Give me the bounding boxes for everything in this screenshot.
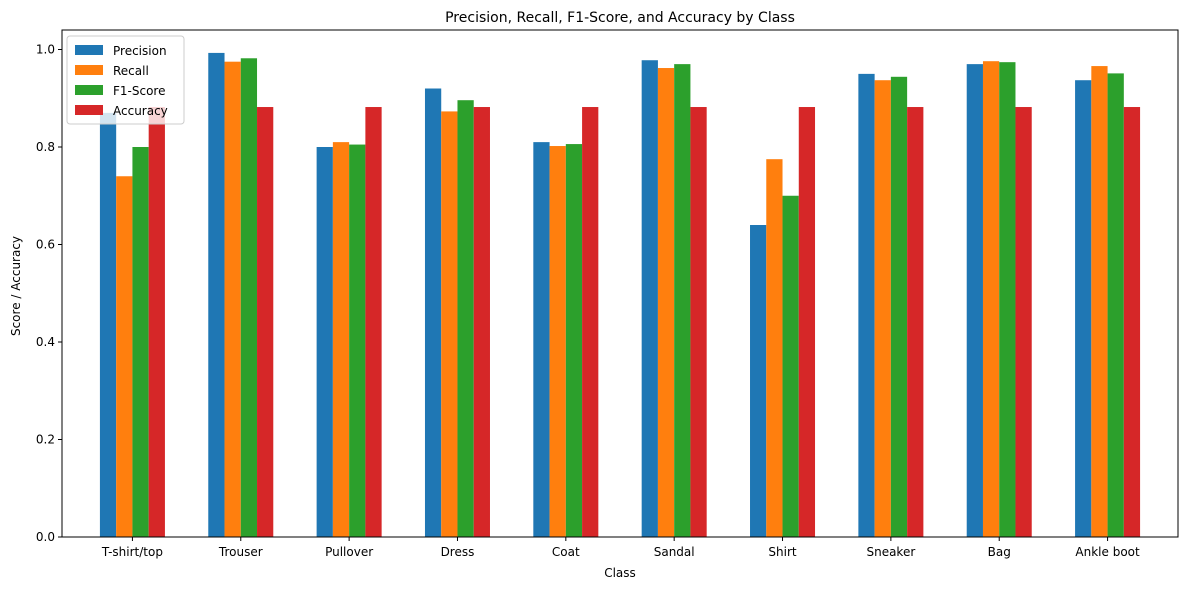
legend-swatch-recall xyxy=(75,65,103,75)
bar-accuracy xyxy=(1123,107,1141,538)
bar-recall xyxy=(116,176,133,537)
x-tick-label: Bag xyxy=(988,545,1011,559)
bar-recall xyxy=(766,159,783,537)
x-tick-label: Trouser xyxy=(218,545,263,559)
bar-f1-score xyxy=(565,144,583,537)
y-tick-label: 0.8 xyxy=(36,140,55,154)
bar-f1-score xyxy=(1107,73,1124,537)
plot-frame xyxy=(61,29,1179,538)
bar-recall xyxy=(332,142,350,537)
bar-recall xyxy=(224,61,241,537)
bar-accuracy xyxy=(473,107,490,538)
x-tick-label: Shirt xyxy=(768,545,796,559)
bar-accuracy xyxy=(148,107,165,538)
bar-precision xyxy=(424,88,442,537)
bar-precision xyxy=(858,73,875,537)
bar-f1-score xyxy=(349,144,366,537)
y-tick-label: 0.0 xyxy=(36,530,55,544)
bar-recall xyxy=(657,68,675,538)
x-tick-label: Ankle boot xyxy=(1075,545,1140,559)
bar-recall xyxy=(441,111,458,537)
bar-precision xyxy=(1075,80,1092,538)
bar-f1-score xyxy=(782,195,799,537)
bar-precision xyxy=(99,112,117,537)
legend-swatch-f1-score xyxy=(75,85,103,95)
x-tick-label: Coat xyxy=(552,545,580,559)
x-tick-label: Dress xyxy=(441,545,475,559)
legend-swatch-precision xyxy=(75,45,103,55)
y-tick-label: 0.4 xyxy=(36,335,55,349)
bar-recall xyxy=(549,146,566,537)
bar-precision xyxy=(750,225,767,537)
legend-swatch-accuracy xyxy=(75,105,103,115)
y-axis-label: Score / Accuracy xyxy=(9,236,23,336)
y-tick-label: 0.6 xyxy=(36,238,55,252)
bar-recall xyxy=(1091,66,1108,537)
axes-layer: 0.0 0.2 0.4 0.6 0.8 1.0 T-shirt/top Trouser Pull… xyxy=(36,29,1179,559)
bar-f1-score xyxy=(999,62,1016,538)
bar-accuracy xyxy=(1015,107,1032,538)
bar-recall xyxy=(874,80,891,538)
bar-accuracy xyxy=(257,107,274,538)
x-tick-label: T-shirt/top xyxy=(101,545,163,559)
bar-precision xyxy=(316,147,333,537)
bar-f1-score xyxy=(132,147,149,537)
bar-f1-score xyxy=(457,100,474,537)
bar-f1-score xyxy=(890,76,908,538)
bar-accuracy xyxy=(582,107,599,538)
bars-layer xyxy=(99,52,1141,538)
bar-accuracy xyxy=(907,107,924,538)
x-tick-label: Sneaker xyxy=(866,545,915,559)
y-tick-label: 0.2 xyxy=(36,433,55,447)
bar-f1-score xyxy=(240,58,258,538)
x-axis-label: Class xyxy=(604,566,636,580)
legend-label-f1-score: F1-Score xyxy=(113,84,165,98)
legend-label-precision: Precision xyxy=(113,44,167,58)
x-tick-label: Sandal xyxy=(654,545,695,559)
bar-accuracy xyxy=(690,107,707,538)
bar-precision xyxy=(966,64,983,537)
legend-label-accuracy: Accuracy xyxy=(113,104,168,118)
bar-precision xyxy=(208,52,225,537)
legend-label-recall: Recall xyxy=(113,64,149,78)
bar-precision xyxy=(533,142,550,537)
legend-box xyxy=(66,35,185,125)
bar-recall xyxy=(982,61,1000,537)
bar-precision xyxy=(641,60,658,537)
bar-accuracy xyxy=(365,107,382,538)
legend: Precision Recall F1-Score Accuracy xyxy=(66,35,185,125)
y-tick-label: 1.0 xyxy=(36,43,55,57)
x-tick-label: Pullover xyxy=(325,545,373,559)
chart-title: Precision, Recall, F1-Score, and Accurac… xyxy=(445,10,795,26)
bar-accuracy xyxy=(798,107,816,538)
bar-f1-score xyxy=(674,64,691,537)
